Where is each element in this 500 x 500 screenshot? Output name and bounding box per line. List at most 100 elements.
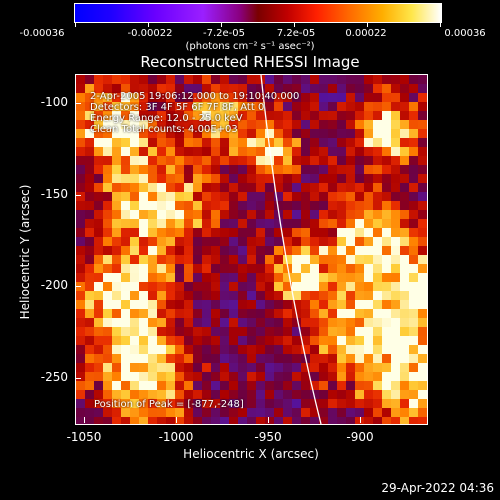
- heatmap-cell: [193, 264, 202, 273]
- heatmap-cell: [256, 282, 265, 291]
- heatmap-cell: [103, 129, 112, 138]
- heatmap-cell: [229, 183, 238, 192]
- heatmap-cell: [373, 264, 382, 273]
- heatmap-cell: [184, 120, 193, 129]
- heatmap-cell: [283, 336, 292, 345]
- heatmap-cell: [283, 345, 292, 354]
- heatmap-cell: [256, 201, 265, 210]
- heatmap-cell: [265, 219, 274, 228]
- heatmap-cell: [130, 336, 139, 345]
- heatmap-cell: [94, 138, 103, 147]
- heatmap-cell: [346, 345, 355, 354]
- heatmap-cell: [382, 255, 391, 264]
- heatmap-cell: [328, 417, 337, 424]
- heatmap-cell: [157, 183, 166, 192]
- heatmap-cell: [265, 354, 274, 363]
- heatmap-cell: [328, 318, 337, 327]
- info-clean-counts: Clean Total counts: 4.00E+03: [90, 124, 238, 135]
- heatmap-cell: [256, 390, 265, 399]
- heatmap-cell: [94, 282, 103, 291]
- heatmap-cell: [130, 165, 139, 174]
- heatmap-cell: [184, 345, 193, 354]
- info-energy-range: Energy Range: 12.0 - 25.0 keV: [90, 113, 243, 124]
- heatmap-cell: [355, 309, 364, 318]
- heatmap-cell: [337, 75, 346, 84]
- heatmap-cell: [265, 129, 274, 138]
- heatmap-cell: [229, 354, 238, 363]
- heatmap-cell: [229, 129, 238, 138]
- heatmap-cell: [112, 408, 121, 417]
- heatmap-cell: [337, 273, 346, 282]
- heatmap-cell: [265, 417, 274, 424]
- heatmap-cell: [121, 84, 130, 93]
- heatmap-cell: [382, 309, 391, 318]
- heatmap-cell: [202, 129, 211, 138]
- heatmap-cell: [364, 156, 373, 165]
- heatmap-cell: [112, 309, 121, 318]
- heatmap-cell: [121, 246, 130, 255]
- heatmap-cell: [130, 264, 139, 273]
- heatmap-cell: [355, 399, 364, 408]
- heatmap-cell: [211, 372, 220, 381]
- heatmap-cell: [112, 75, 121, 84]
- heatmap-cell: [193, 309, 202, 318]
- heatmap-cell: [139, 372, 148, 381]
- heatmap-cell: [220, 390, 229, 399]
- heatmap-cell: [184, 237, 193, 246]
- heatmap-cell: [319, 345, 328, 354]
- heatmap-cell: [103, 390, 112, 399]
- heatmap-cell: [103, 327, 112, 336]
- heatmap-cell: [220, 246, 229, 255]
- heatmap-cell: [229, 201, 238, 210]
- heatmap-cell: [382, 390, 391, 399]
- heatmap-cell: [121, 291, 130, 300]
- heatmap-cell: [157, 228, 166, 237]
- heatmap-cell: [256, 372, 265, 381]
- heatmap-cell: [409, 255, 418, 264]
- heatmap-cell: [211, 390, 220, 399]
- heatmap-cell: [274, 174, 283, 183]
- solar-limb-line: [260, 75, 322, 424]
- heatmap-cell: [382, 111, 391, 120]
- heatmap-cell: [418, 318, 427, 327]
- heatmap-cell: [283, 156, 292, 165]
- heatmap-cell: [292, 408, 301, 417]
- heatmap-cell: [121, 219, 130, 228]
- heatmap-cell: [238, 291, 247, 300]
- heatmap-cell: [328, 381, 337, 390]
- heatmap-cell: [373, 111, 382, 120]
- heatmap-cell: [283, 417, 292, 424]
- heatmap-cell: [184, 183, 193, 192]
- heatmap-cell: [166, 75, 175, 84]
- heatmap-cell: [220, 219, 229, 228]
- heatmap-cell: [166, 264, 175, 273]
- heatmap-cell: [229, 264, 238, 273]
- heatmap-cell: [139, 111, 148, 120]
- heatmap-cell: [229, 75, 238, 84]
- heatmap-cell: [184, 102, 193, 111]
- heatmap-cell: [391, 372, 400, 381]
- heatmap-cell: [220, 174, 229, 183]
- heatmap-cell: [409, 210, 418, 219]
- heatmap-cell: [247, 309, 256, 318]
- heatmap-cell: [301, 201, 310, 210]
- heatmap-cell: [184, 165, 193, 174]
- heatmap-cell: [418, 174, 427, 183]
- heatmap-cell: [76, 237, 85, 246]
- heatmap-cell: [364, 309, 373, 318]
- heatmap-cell: [175, 300, 184, 309]
- heatmap-cell: [391, 246, 400, 255]
- heatmap-cell: [193, 354, 202, 363]
- heatmap-cell: [337, 255, 346, 264]
- heatmap-cell: [355, 147, 364, 156]
- heatmap-cell: [130, 201, 139, 210]
- heatmap-cell: [139, 156, 148, 165]
- heatmap-cell: [130, 363, 139, 372]
- heatmap-cell: [418, 165, 427, 174]
- heatmap-cell: [148, 354, 157, 363]
- heatmap-cell: [130, 399, 139, 408]
- x-axis-title: Heliocentric X (arcsec): [183, 447, 319, 461]
- heatmap-cell: [265, 345, 274, 354]
- heatmap-cell: [130, 147, 139, 156]
- heatmap-cell: [292, 120, 301, 129]
